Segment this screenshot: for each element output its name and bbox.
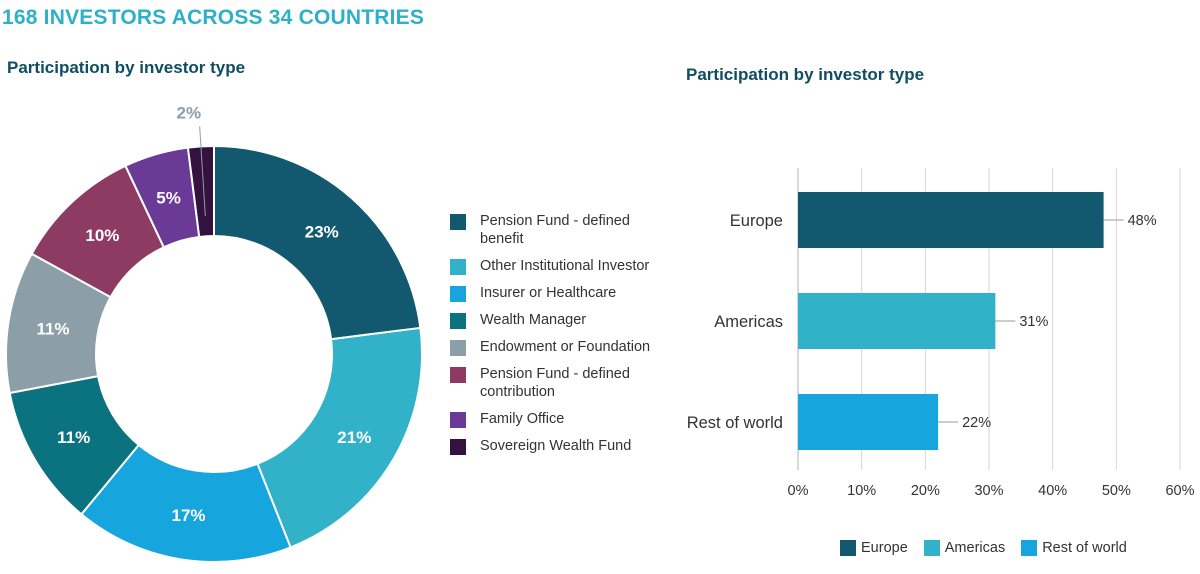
donut-legend: Pension Fund - defined benefit Other Inst… xyxy=(450,212,670,464)
legend-swatch xyxy=(450,259,466,275)
legend-swatch xyxy=(450,367,466,383)
bar-legend-item: Rest of world xyxy=(1021,540,1127,556)
bar-legend-label: Rest of world xyxy=(1042,540,1127,556)
legend-item: Pension Fund - defined benefit xyxy=(450,212,670,248)
legend-item: Pension Fund - defined contribution xyxy=(450,365,670,401)
bar-legend-label: Europe xyxy=(861,540,908,556)
legend-label: Pension Fund - defined contribution xyxy=(480,366,630,400)
bar xyxy=(798,394,939,450)
legend-label: Insurer or Healthcare xyxy=(480,285,617,301)
donut-leader-line xyxy=(199,126,206,217)
bar-legend-label: Americas xyxy=(944,540,1006,556)
donut-slice xyxy=(186,144,215,239)
bar-legend-swatch xyxy=(923,540,940,556)
x-tick-label: 0% xyxy=(788,483,809,499)
bar xyxy=(798,293,996,349)
donut-slice xyxy=(213,144,422,341)
legend-item: Endowment or Foundation xyxy=(450,338,670,356)
x-tick-label: 20% xyxy=(911,483,940,499)
donut-chart-title: Participation by investor type xyxy=(7,58,246,77)
bar-legend-swatch xyxy=(840,540,856,556)
x-tick-label: 60% xyxy=(1165,483,1194,499)
legend-label: Pension Fund - defined benefit xyxy=(480,213,630,247)
legend-item: Wealth Manager xyxy=(450,311,670,329)
legend-item: Other Institutional Investor xyxy=(450,257,670,275)
page-title: 168 INVESTORS ACROSS 34 COUNTRIES xyxy=(2,6,425,29)
legend-label: Endowment or Foundation xyxy=(480,339,651,355)
category-label: Americas xyxy=(714,313,783,331)
x-tick-label: 40% xyxy=(1038,483,1067,499)
legend-swatch xyxy=(450,439,466,455)
donut-slice-label: 5% xyxy=(156,188,181,207)
data-label: 31% xyxy=(1019,314,1048,330)
donut-slice xyxy=(256,326,423,549)
donut-slice-label: 17% xyxy=(171,506,205,525)
legend-swatch xyxy=(450,313,466,329)
donut-slice-label: 10% xyxy=(85,226,119,245)
bar-legend-item: Europe xyxy=(840,540,908,556)
legend-item: Insurer or Healthcare xyxy=(450,284,670,302)
donut-slice xyxy=(80,443,292,563)
x-tick-label: 50% xyxy=(1102,483,1131,499)
data-label: 22% xyxy=(962,415,991,431)
donut-slice-label: 11% xyxy=(36,320,69,339)
legend-item: Family Office xyxy=(450,410,670,428)
legend-swatch xyxy=(450,340,466,356)
donut-slice-label: 23% xyxy=(305,223,339,242)
donut-chart: 23% 21% 17% 11% 11% 10% 5% 2% xyxy=(5,103,423,563)
x-tick-label: 10% xyxy=(847,483,876,499)
donut-slice-label: 21% xyxy=(337,428,371,447)
data-label: 48% xyxy=(1128,213,1157,229)
bar-chart-title: Participation by investor type xyxy=(686,65,925,84)
donut-slice-label: 11% xyxy=(57,428,90,447)
donut-slice-label: 2% xyxy=(177,103,202,122)
legend-swatch xyxy=(450,286,466,302)
legend-swatch xyxy=(450,214,466,230)
legend-label: Family Office xyxy=(480,411,565,427)
category-label: Europe xyxy=(730,212,783,230)
legend-label: Wealth Manager xyxy=(480,312,587,328)
bar-legend-swatch xyxy=(1021,540,1038,556)
legend-label: Sovereign Wealth Fund xyxy=(480,438,632,454)
legend-item: Sovereign Wealth Fund xyxy=(450,437,670,455)
legend-label: Other Institutional Investor xyxy=(480,258,650,274)
legend-swatch xyxy=(450,412,466,428)
x-tick-label: 30% xyxy=(974,483,1003,499)
bar-legend: Europe Americas Rest of world xyxy=(840,540,1127,556)
category-label: Rest of world xyxy=(687,414,783,432)
bar-legend-item: Americas xyxy=(923,540,1006,556)
bar xyxy=(798,192,1104,248)
